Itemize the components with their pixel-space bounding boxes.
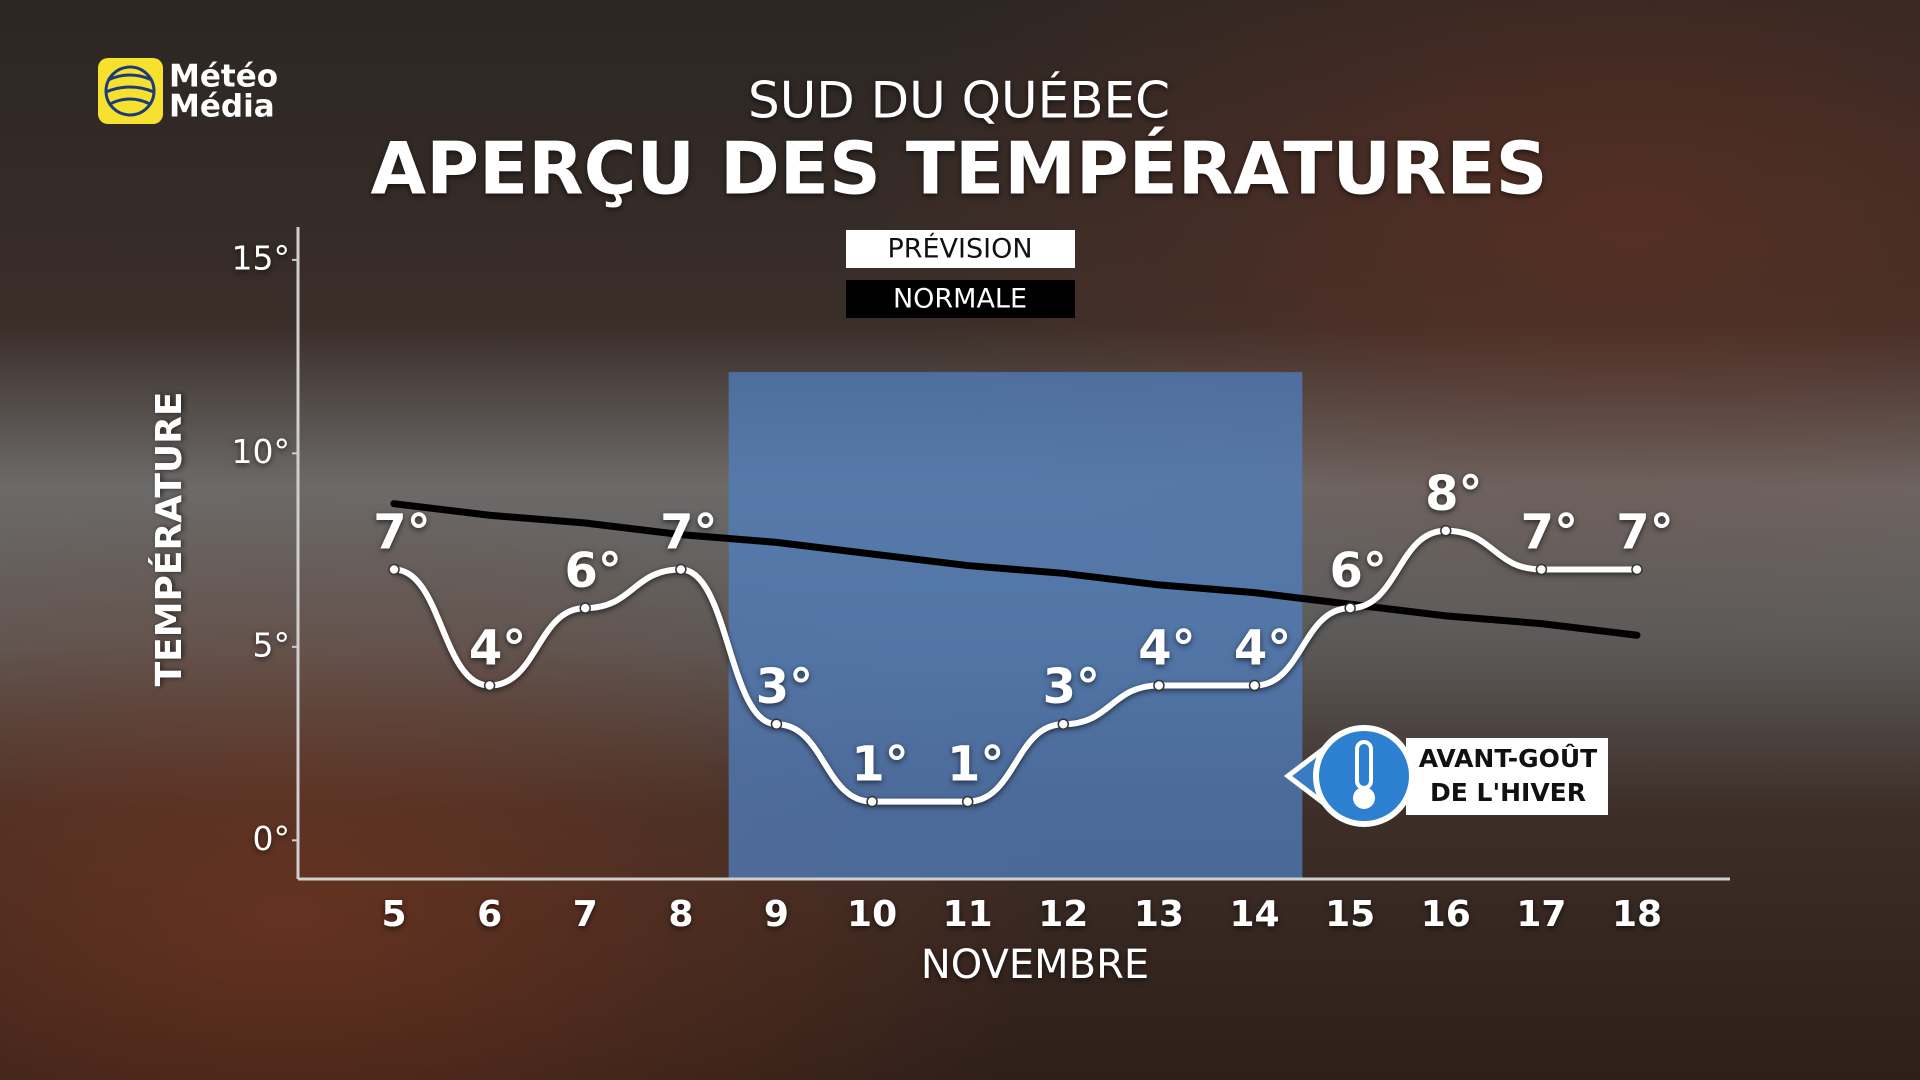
- data-label: 7°: [1521, 504, 1578, 560]
- forecast-point: [388, 563, 400, 576]
- forecast-point: [770, 718, 783, 730]
- data-label: 1°: [851, 737, 908, 793]
- y-tick-label: 0°: [253, 819, 291, 858]
- forecast-point: [961, 795, 974, 808]
- y-tick-label: 10°: [232, 432, 291, 471]
- logo-text: Météo: [169, 59, 278, 95]
- x-tick-label: 10: [847, 894, 897, 935]
- legend-label: NORMALE: [893, 284, 1027, 315]
- thermometer-bulb: [1353, 787, 1375, 809]
- data-label: 4°: [469, 621, 526, 677]
- y-tick-label: 15°: [232, 238, 291, 277]
- x-tick-label: 13: [1134, 894, 1184, 935]
- data-label: 6°: [565, 543, 622, 599]
- data-label: 8°: [1425, 466, 1482, 522]
- forecast-point: [1057, 718, 1070, 730]
- logo-text: Média: [169, 89, 275, 125]
- x-tick-label: 6: [477, 894, 502, 935]
- chart-subtitle: SUD DU QUÉBEC: [748, 71, 1170, 130]
- annotation-box: [1406, 738, 1608, 815]
- highlight-band: [728, 372, 1303, 879]
- x-tick-label: 8: [668, 894, 693, 935]
- legend-box: [846, 230, 1075, 268]
- forecast-point: [483, 679, 496, 692]
- x-tick-label: 17: [1516, 894, 1566, 935]
- data-label: 7°: [660, 504, 717, 560]
- annotation-text: AVANT-GOÛT: [1419, 743, 1597, 773]
- data-label: 4°: [1234, 621, 1291, 677]
- forecast-point: [579, 602, 591, 614]
- data-label: 7°: [373, 504, 430, 560]
- forecast-point: [1248, 679, 1261, 692]
- x-tick-label: 16: [1421, 894, 1471, 935]
- x-tick-label: 12: [1038, 894, 1088, 935]
- annotation-icon: [1313, 725, 1415, 827]
- data-label: 3°: [756, 659, 813, 715]
- forecast-point: [1535, 563, 1548, 576]
- data-label: 6°: [1329, 543, 1386, 599]
- highlight-layer: [728, 372, 1303, 879]
- x-tick-label: 9: [764, 894, 789, 935]
- x-axis-label: NOVEMBRE: [921, 942, 1149, 988]
- legend-box: [846, 280, 1075, 318]
- x-tick-label: 5: [381, 894, 406, 935]
- normal-line: [390, 500, 1641, 639]
- y-axis-label: TEMPÉRATURE: [148, 392, 190, 687]
- data-label: 1°: [947, 737, 1004, 793]
- forecast-point: [1344, 602, 1356, 614]
- data-label: 4°: [1138, 621, 1195, 677]
- forecast-point: [866, 795, 878, 808]
- x-tick-label: 15: [1325, 894, 1375, 935]
- x-tick-label: 11: [943, 894, 993, 935]
- chart-title: APERÇU DES TEMPÉRATURES: [371, 127, 1548, 211]
- x-tick-label: 7: [573, 894, 598, 935]
- x-tick-label: 18: [1612, 894, 1662, 935]
- forecast-point: [675, 563, 687, 576]
- x-tick-label: 14: [1229, 894, 1279, 935]
- data-label: 3°: [1043, 659, 1100, 715]
- legend-label: PRÉVISION: [887, 233, 1032, 265]
- forecast-point: [1153, 679, 1165, 692]
- forecast-point: [1440, 525, 1452, 537]
- annotation-text: DE L'HIVER: [1430, 778, 1586, 807]
- data-label: 7°: [1616, 504, 1673, 560]
- logo-globe: [104, 65, 156, 117]
- forecast-point: [1631, 563, 1643, 576]
- y-tick-label: 5°: [253, 625, 291, 664]
